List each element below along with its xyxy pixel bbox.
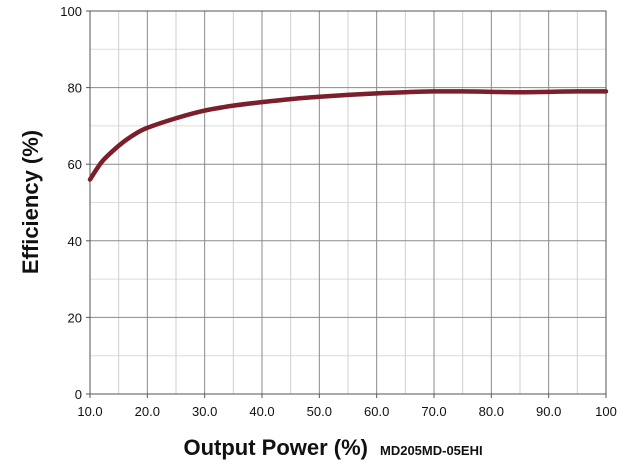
x-tick-label: 60.0	[364, 404, 389, 419]
x-tick-label: 30.0	[192, 404, 217, 419]
y-tick-label: 40	[68, 234, 82, 249]
efficiency-curve	[87, 89, 609, 182]
x-tick-label: 100	[595, 404, 617, 419]
model-label: MD205MD-05EHI	[380, 443, 483, 458]
y-tick-label: 100	[60, 4, 82, 19]
x-tick-label: 40.0	[249, 404, 274, 419]
x-axis-title: Output Power (%)	[183, 435, 368, 460]
minor-grid	[90, 11, 606, 394]
x-tick-label: 10.0	[77, 404, 102, 419]
y-tick-label: 80	[68, 81, 82, 96]
y-tick-label: 20	[68, 310, 82, 325]
x-tick-label: 90.0	[536, 404, 561, 419]
x-tick-label: 20.0	[135, 404, 160, 419]
x-axis-ticks: 10.0 20.0 30.0 40.0 50.0 60.0 70.0 80.0 90.0 100	[77, 394, 617, 419]
y-tick-label: 60	[68, 157, 82, 172]
x-tick-label: 50.0	[307, 404, 332, 419]
y-axis-ticks: 0 20 40 60 80 100	[60, 4, 90, 402]
major-grid	[90, 11, 606, 394]
x-tick-label: 70.0	[421, 404, 446, 419]
y-tick-label: 0	[75, 387, 82, 402]
plot-frame	[89, 10, 607, 395]
y-axis-title: Efficiency (%)	[18, 130, 43, 274]
x-tick-label: 80.0	[479, 404, 504, 419]
